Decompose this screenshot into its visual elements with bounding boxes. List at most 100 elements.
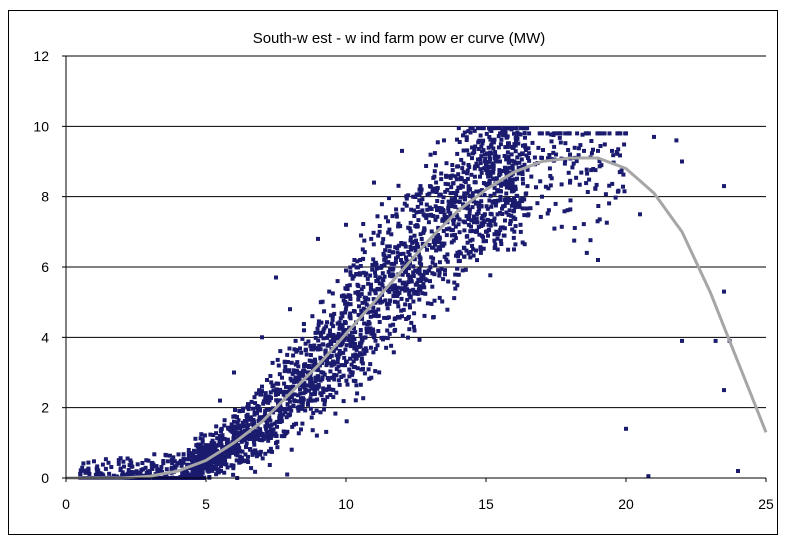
scatter-point-1929	[462, 191, 467, 196]
scatter-point-1540	[411, 324, 416, 329]
scatter-point-820	[464, 248, 469, 253]
scatter-point-60	[638, 212, 642, 217]
scatter-point-1084	[386, 269, 391, 274]
scatter-point-1523	[407, 288, 412, 293]
fit-line	[66, 156, 768, 480]
scatter-point-2086	[411, 264, 416, 269]
scatter-point-1886	[507, 141, 511, 146]
scatter-point-1875	[120, 473, 125, 478]
scatter-point-2183	[456, 185, 461, 190]
scatter-point-1589	[451, 238, 456, 243]
scatter-point-1957	[306, 370, 311, 375]
scatter-point-59	[722, 184, 726, 189]
scatter-point-2106	[305, 383, 310, 388]
scatter-point-2172	[343, 363, 347, 368]
scatter-point-230	[260, 456, 265, 461]
scatter-point-1615	[282, 369, 287, 374]
scatter-point-2376	[258, 418, 263, 423]
scatter-point-1219	[405, 287, 410, 292]
scatter-point-2078	[331, 359, 336, 364]
scatter-point-2207	[360, 352, 365, 357]
scatter-point-2431	[501, 128, 506, 133]
scatter-point-23	[285, 352, 290, 357]
scatter-point-2135	[524, 206, 529, 211]
scatter-point-2679	[434, 190, 439, 194]
scatter-point-2562	[492, 137, 497, 142]
scatter-point-1273	[135, 462, 140, 467]
scatter-point-1692	[486, 174, 491, 179]
scatter-point-1536	[444, 233, 449, 238]
scatter-point-1674	[333, 411, 338, 416]
scatter-point-605	[515, 176, 519, 181]
scatter-point-1431	[506, 156, 511, 161]
scatter-point-747	[305, 376, 310, 381]
scatter-point-1651	[421, 281, 426, 286]
scatter-point-2215	[202, 433, 207, 438]
scatter-point-89	[274, 275, 278, 280]
scatter-point-1262	[514, 126, 519, 131]
scatter-point-1903	[441, 229, 446, 233]
x-tick-label-5: 25	[758, 496, 774, 512]
scatter-point-2608	[452, 217, 457, 222]
scatter-point-2032	[432, 151, 437, 156]
scatter-point-1137	[364, 348, 369, 353]
scatter-point-1427	[409, 320, 414, 325]
scatter-point-2186	[258, 427, 263, 432]
scatter-point-2109	[320, 342, 325, 347]
scatter-point-2643	[348, 341, 353, 346]
scatter-point-916	[401, 251, 406, 256]
scatter-point-2447	[150, 466, 155, 471]
scatter-point-555	[275, 424, 279, 429]
scatter-point-1811	[480, 213, 485, 218]
scatter-point-1923	[489, 165, 494, 170]
scatter-point-1398	[507, 165, 512, 170]
scatter-point-2405	[468, 130, 473, 135]
scatter-point-2425	[477, 206, 482, 211]
scatter-point-2182	[358, 264, 363, 268]
scatter-point-1179	[474, 161, 479, 166]
scatter-point-24	[293, 338, 298, 343]
scatter-point-582	[523, 145, 528, 150]
scatter-point-1932	[215, 436, 220, 441]
scatter-point-43	[461, 170, 466, 175]
scatter-point-2497	[400, 207, 405, 212]
scatter-point-96	[498, 131, 502, 136]
scatter-point-2041	[454, 199, 459, 204]
scatter-point-1841	[267, 415, 272, 420]
scatter-point-2317	[205, 453, 210, 458]
scatter-point-663	[281, 392, 286, 397]
scatter-point-2192	[321, 336, 326, 341]
scatter-point-2265	[456, 126, 461, 131]
scatter-point-646	[507, 170, 512, 175]
scatter-point-2002	[403, 269, 407, 274]
scatter-point-979	[597, 159, 602, 164]
scatter-point-2104	[353, 330, 358, 335]
scatter-point-2121	[355, 391, 360, 396]
scatter-point-1605	[576, 153, 581, 158]
scatter-point-2659	[502, 131, 507, 136]
scatter-point-53	[596, 148, 600, 153]
scatter-point-2653	[374, 263, 379, 268]
scatter-point-2120	[472, 146, 477, 151]
scatter-point-483	[394, 207, 399, 212]
scatter-point-654	[476, 157, 480, 162]
scatter-point-2063	[621, 184, 625, 189]
scatter-point-2304	[321, 390, 326, 394]
scatter-point-2089	[334, 373, 339, 378]
scatter-point-1856	[513, 187, 518, 192]
scatter-point-2278	[261, 401, 266, 406]
scatter-point-2636	[257, 388, 262, 393]
scatter-point-104	[313, 335, 318, 340]
scatter-point-2266	[487, 159, 492, 164]
scatter-point-2672	[428, 206, 433, 211]
scatter-point-599	[299, 427, 303, 432]
scatter-point-2673	[428, 184, 433, 189]
scatter-point-604	[602, 142, 607, 147]
scatter-point-2022	[502, 198, 507, 203]
scatter-point-2494	[235, 445, 240, 450]
scatter-point-946	[355, 282, 360, 287]
scatter-point-2599	[337, 369, 342, 374]
scatter-point-1450	[193, 436, 198, 441]
scatter-point-1043	[545, 211, 550, 216]
scatter-point-2028	[359, 356, 364, 361]
